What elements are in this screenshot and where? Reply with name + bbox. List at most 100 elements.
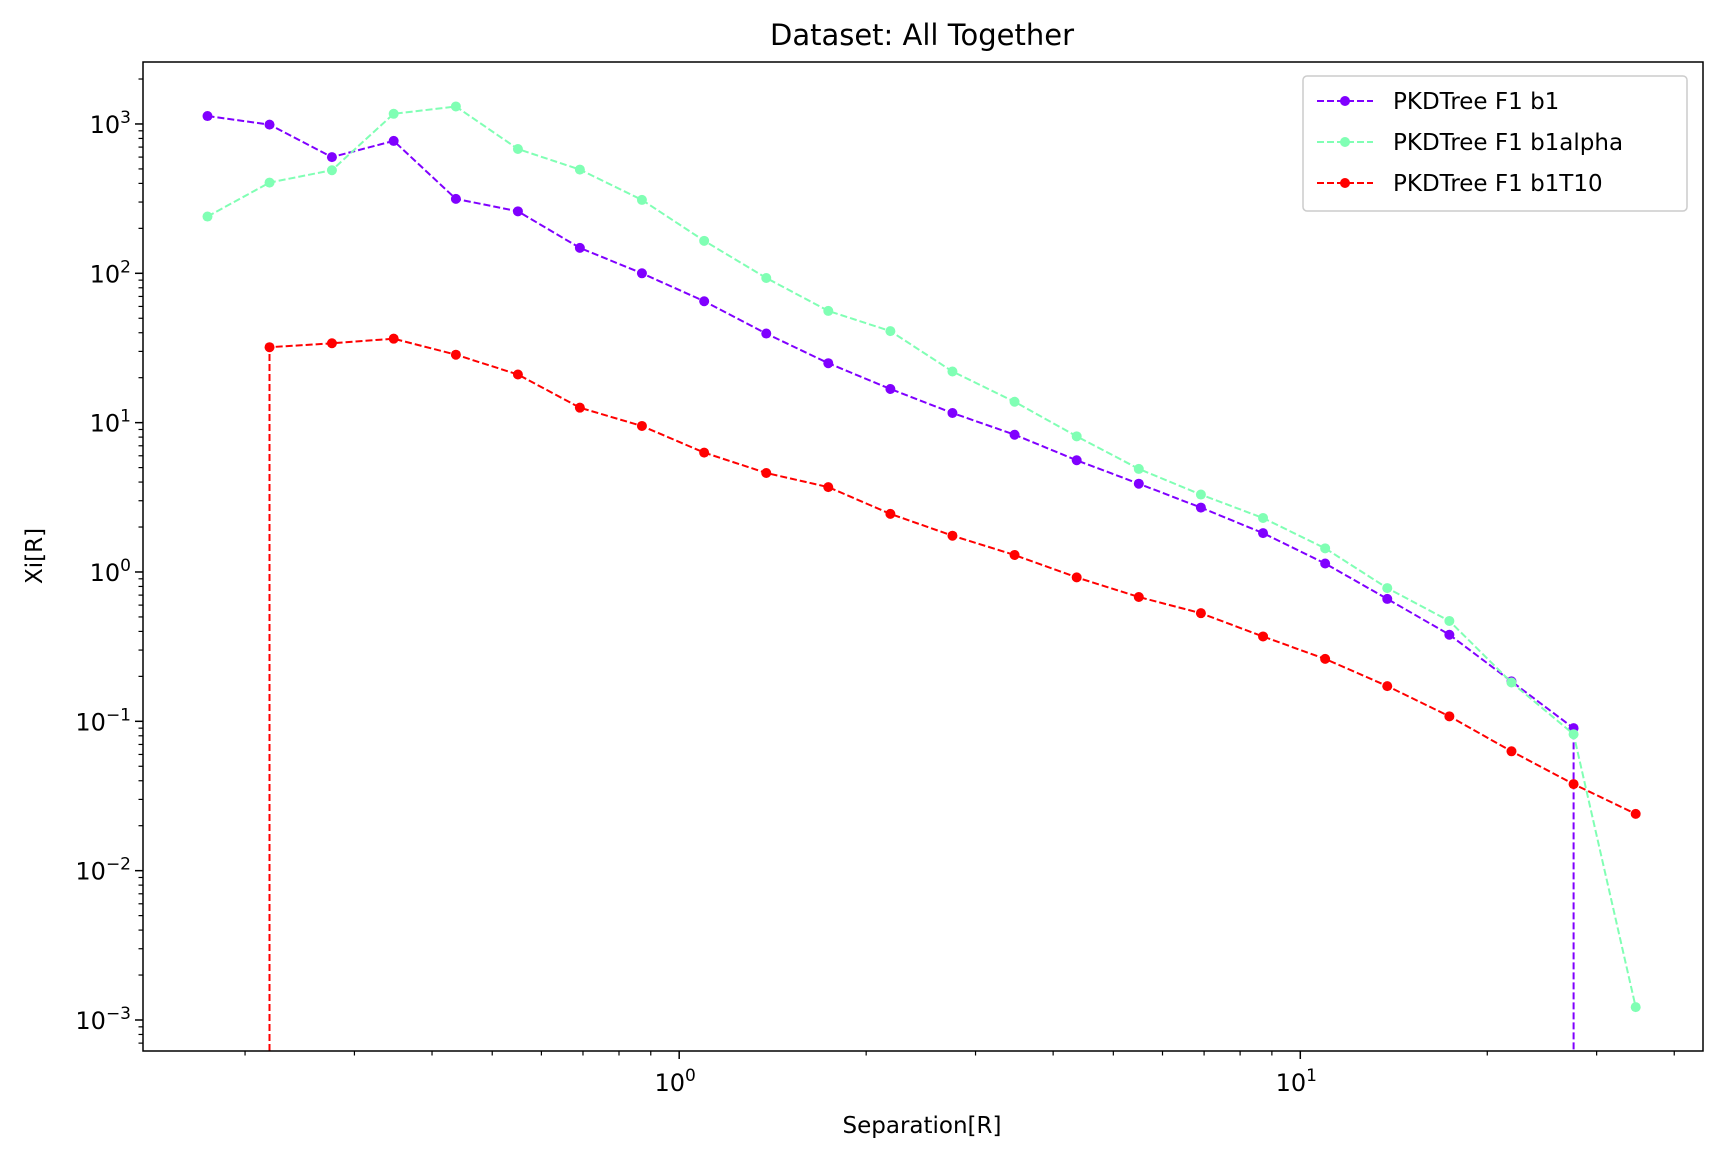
data-point	[1009, 429, 1020, 440]
legend: PKDTree F1 b1 PKDTree F1 b1alpha PKDTree F…	[1302, 75, 1688, 212]
legend-label: PKDTree F1 b1	[1393, 89, 1559, 115]
x-axis: 100 101	[244, 1051, 1675, 1097]
data-point	[1568, 729, 1579, 740]
data-point	[1568, 779, 1579, 790]
data-point	[1382, 681, 1393, 692]
y-axis: 10−3 10−2 10−1 100 101 102 103	[75, 78, 143, 1044]
data-point	[574, 242, 585, 253]
data-point	[885, 508, 896, 519]
data-point	[947, 530, 958, 541]
data-point	[1382, 583, 1393, 594]
data-point	[326, 152, 337, 163]
plot-frame	[142, 61, 1704, 1052]
series-layer	[202, 101, 1641, 1051]
x-axis-label: Separation[R]	[843, 1113, 1002, 1139]
y-tick-label: 103	[90, 108, 131, 139]
data-point	[1382, 593, 1393, 604]
legend-marker	[1340, 96, 1350, 106]
data-point	[885, 383, 896, 394]
data-point	[1071, 455, 1082, 466]
data-point	[326, 165, 337, 176]
data-point	[388, 135, 399, 146]
data-point	[1258, 528, 1269, 539]
x-tick-label: 100	[655, 1066, 696, 1097]
data-point	[1133, 591, 1144, 602]
data-point	[761, 468, 772, 479]
data-point	[823, 305, 834, 316]
data-point	[1195, 608, 1206, 619]
data-point	[264, 119, 275, 130]
data-point	[1133, 463, 1144, 474]
data-point	[574, 402, 585, 413]
data-point	[761, 328, 772, 339]
data-point	[885, 326, 896, 337]
data-point	[1195, 489, 1206, 500]
data-point	[1444, 711, 1455, 722]
data-point	[574, 164, 585, 175]
series-line	[268, 337, 1637, 1051]
data-point	[202, 211, 213, 222]
chart-title: Dataset: All Together	[770, 18, 1074, 52]
y-tick-label: 10−1	[75, 705, 131, 736]
data-point	[388, 108, 399, 119]
data-point	[450, 349, 461, 360]
data-point	[1195, 502, 1206, 513]
legend-item: PKDTree F1 b1T10	[1317, 171, 1603, 197]
data-point	[388, 333, 399, 344]
data-point	[1258, 631, 1269, 642]
y-tick-label: 101	[90, 407, 131, 438]
data-point	[1320, 543, 1331, 554]
series-line	[207, 115, 1575, 1051]
data-point	[1133, 478, 1144, 489]
data-point	[1009, 396, 1020, 407]
legend-item: PKDTree F1 b1	[1317, 89, 1559, 115]
data-point	[512, 143, 523, 154]
data-point	[264, 177, 275, 188]
y-tick-label: 10−2	[75, 855, 131, 886]
y-axis-label: Xi[R]	[22, 528, 48, 584]
x-tick-label: 101	[1276, 1066, 1317, 1097]
data-point	[699, 296, 710, 307]
data-point	[1630, 808, 1641, 819]
y-tick-label: 10−3	[75, 1004, 131, 1035]
data-point	[450, 101, 461, 112]
data-point	[699, 447, 710, 458]
data-point	[512, 369, 523, 380]
y-tick-label: 102	[90, 257, 131, 288]
series-3	[264, 333, 1641, 1051]
data-point	[636, 268, 647, 279]
data-point	[1320, 653, 1331, 664]
y-tick-label: 100	[90, 556, 131, 587]
data-point	[1444, 629, 1455, 640]
data-point	[1258, 512, 1269, 523]
data-point	[326, 338, 337, 349]
data-point	[1071, 572, 1082, 583]
legend-label: PKDTree F1 b1alpha	[1393, 130, 1623, 156]
data-point	[1506, 746, 1517, 757]
data-point	[761, 273, 772, 284]
data-point	[1506, 677, 1517, 688]
series-line	[207, 105, 1637, 1008]
data-point	[264, 342, 275, 353]
data-point	[1444, 615, 1455, 626]
data-point	[1630, 1002, 1641, 1013]
data-point	[512, 206, 523, 217]
data-point	[1009, 549, 1020, 560]
legend-label: PKDTree F1 b1T10	[1393, 171, 1603, 197]
data-point	[823, 482, 834, 493]
data-point	[1071, 431, 1082, 442]
data-point	[823, 358, 834, 369]
data-point	[636, 420, 647, 431]
data-point	[450, 193, 461, 204]
legend-box	[1302, 75, 1688, 212]
legend-marker	[1340, 178, 1350, 188]
data-point	[1320, 558, 1331, 569]
data-point	[947, 408, 958, 419]
legend-item: PKDTree F1 b1alpha	[1317, 130, 1623, 156]
data-point	[699, 235, 710, 246]
legend-marker	[1340, 137, 1350, 147]
data-point	[202, 111, 213, 122]
series-2	[202, 101, 1641, 1013]
data-point	[947, 366, 958, 377]
